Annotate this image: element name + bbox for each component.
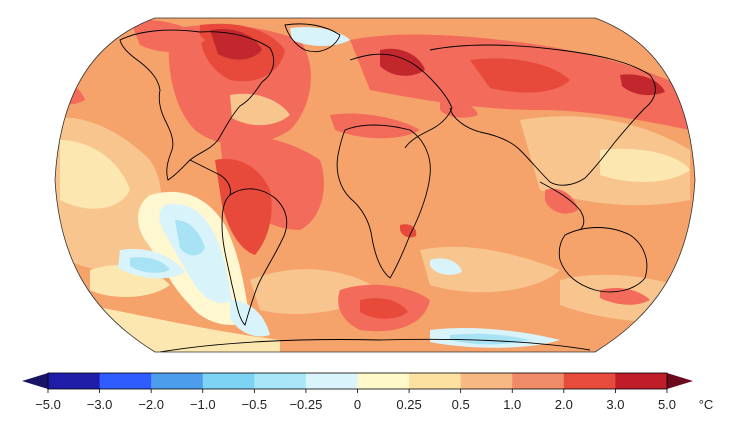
temperature-anomaly-map bbox=[54, 17, 696, 353]
colorbar: −5.0 −3.0 −2.0 −1.0 −0.5 −0.25 0 0.25 0.5 1.0 2.0 3… bbox=[22, 372, 714, 412]
colorbar-tick-label: 0.5 bbox=[452, 397, 470, 412]
colorbar-swatch bbox=[151, 373, 204, 389]
colorbar-tick-label: 5.0 bbox=[658, 397, 676, 412]
colorbar-tick-label: 3.0 bbox=[606, 397, 624, 412]
colorbar-arrow-right bbox=[667, 373, 693, 389]
colorbar-tick-labels: −5.0 −3.0 −2.0 −1.0 −0.5 −0.25 0 0.25 0.5 1.0 2.0 3… bbox=[35, 389, 676, 412]
colorbar-swatch bbox=[460, 373, 513, 389]
colorbar-swatch bbox=[615, 373, 668, 389]
colorbar-tick-label: −2.0 bbox=[138, 397, 164, 412]
colorbar-swatch bbox=[409, 373, 462, 389]
colorbar-tick-label: 0.25 bbox=[396, 397, 421, 412]
colorbar-tick-label: −0.25 bbox=[289, 397, 322, 412]
colorbar-tick-label: 0 bbox=[354, 397, 361, 412]
colorbar-swatch bbox=[48, 373, 101, 389]
colorbar-swatch bbox=[512, 373, 565, 389]
colorbar-swatch bbox=[563, 373, 616, 389]
colorbar-swatches bbox=[48, 373, 668, 389]
anomaly-field bbox=[55, 18, 695, 352]
colorbar-swatch bbox=[357, 373, 410, 389]
colorbar-tick-label: 1.0 bbox=[503, 397, 521, 412]
colorbar-tick-label: 2.0 bbox=[555, 397, 573, 412]
colorbar-swatch bbox=[202, 373, 255, 389]
colorbar-unit: °C bbox=[699, 397, 714, 412]
colorbar-tick-label: −0.5 bbox=[241, 397, 267, 412]
colorbar-tick-label: −1.0 bbox=[190, 397, 216, 412]
colorbar-swatch bbox=[99, 373, 152, 389]
colorbar-tick-label: −5.0 bbox=[35, 397, 61, 412]
colorbar-swatch bbox=[305, 373, 358, 389]
coastlines bbox=[119, 23, 656, 352]
colorbar-arrow-left bbox=[22, 373, 48, 389]
colorbar-swatch bbox=[254, 373, 307, 389]
globe-border bbox=[54, 17, 696, 353]
colorbar-tick-label: −3.0 bbox=[87, 397, 113, 412]
